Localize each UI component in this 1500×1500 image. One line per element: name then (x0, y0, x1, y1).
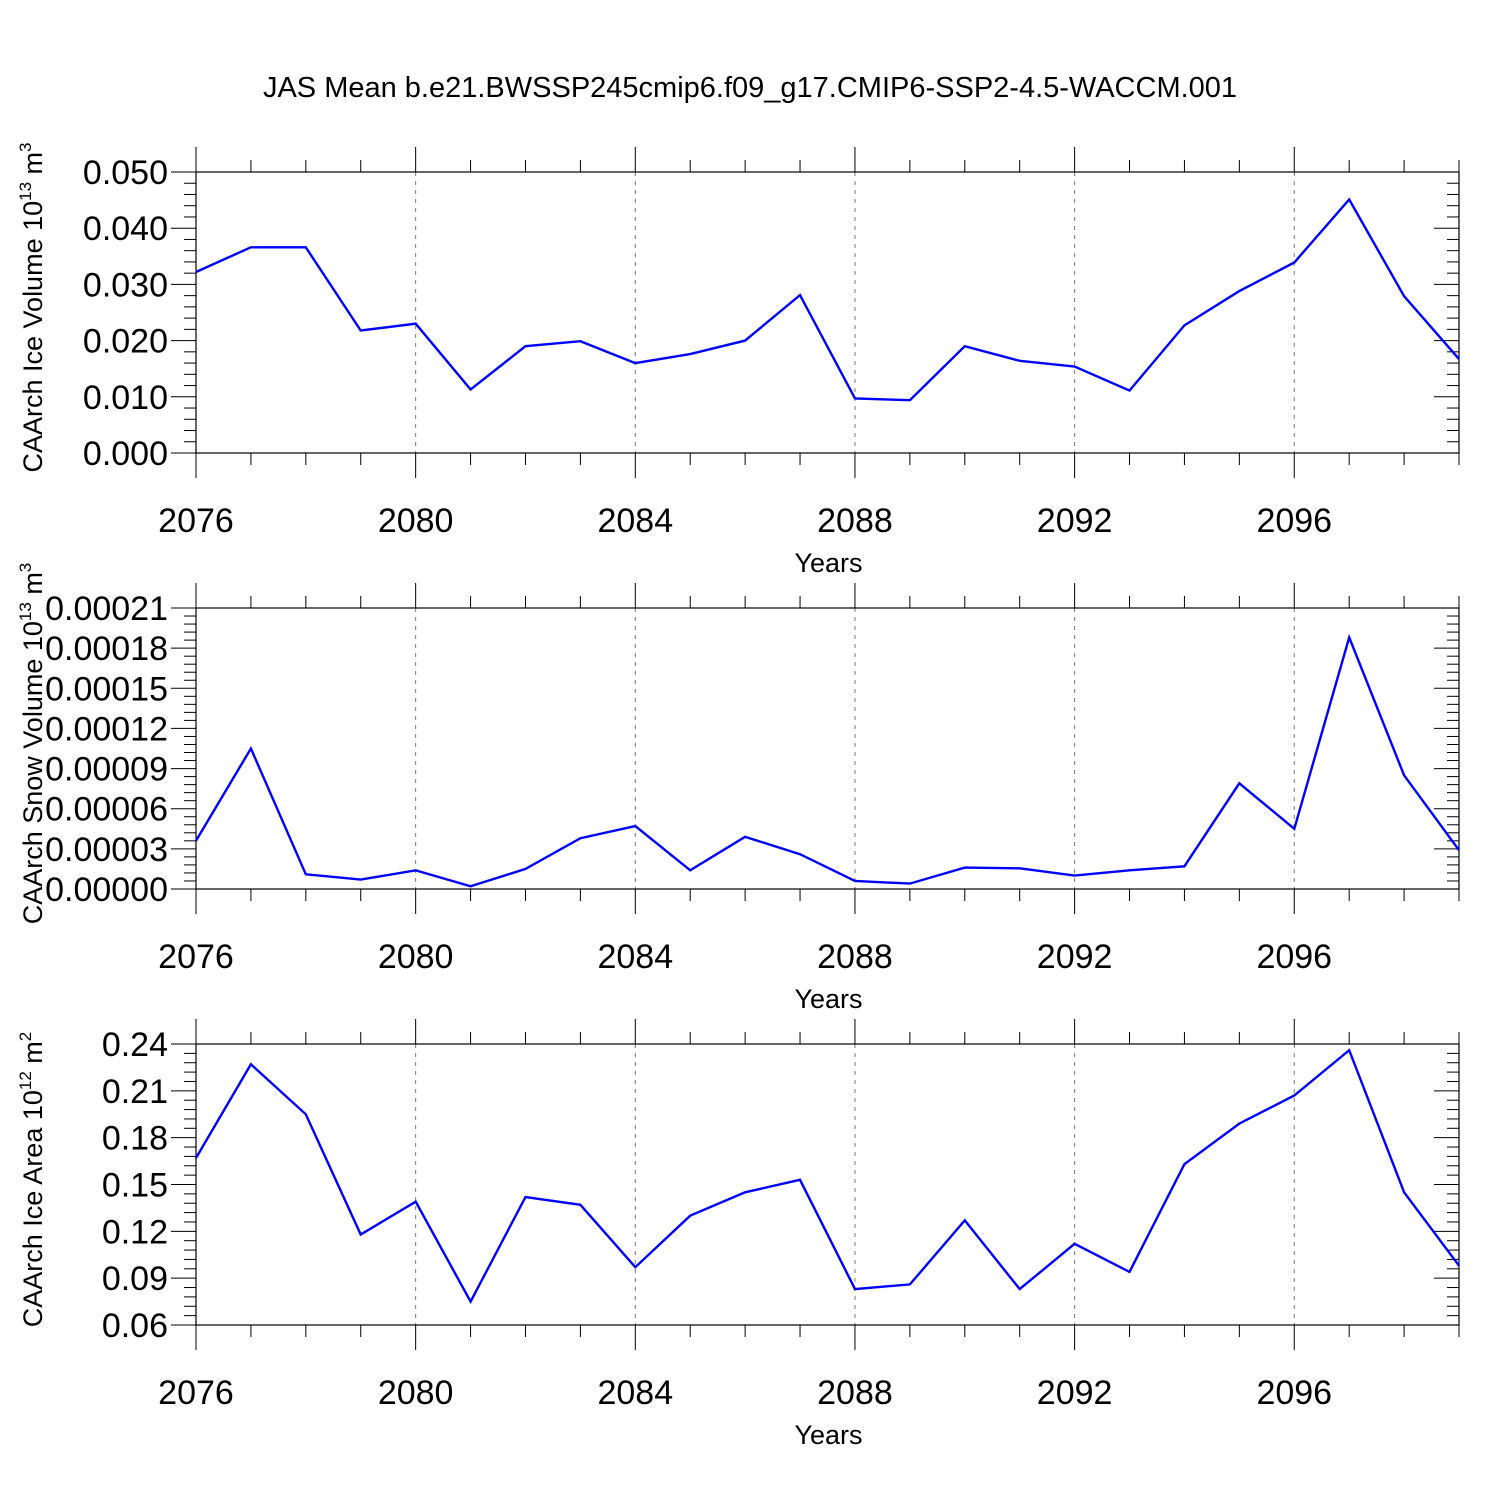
snow-volume-y-tick-label: 0.00021 (45, 590, 168, 628)
snow-volume-frame (195, 607, 1460, 890)
ice-area-series-line (194, 1048, 1460, 1305)
snow-volume-x-tick-label: 2076 (158, 938, 234, 976)
ice-volume-x-tick-label: 2076 (158, 502, 234, 540)
ice-area-x-tick-label: 2084 (597, 1374, 673, 1412)
ice-area-x-tick-label: 2092 (1037, 1374, 1113, 1412)
snow-volume-y-tick-label: 0.00000 (45, 871, 168, 909)
ice-area-y-tick-label: 0.09 (102, 1260, 168, 1298)
ice-volume-y-tick-label: 0.030 (83, 266, 168, 304)
ice-volume-x-tick-label: 2080 (378, 502, 454, 540)
ice-volume-frame (195, 171, 1460, 454)
ice-volume-x-tick-label: 2092 (1037, 502, 1113, 540)
snow-volume-panel: 0.000000.000030.000060.000090.000120.000… (16, 563, 1460, 1014)
ice-area-y-tick-label: 0.18 (102, 1120, 168, 1158)
snow-volume-y-tick-label: 0.00006 (45, 791, 168, 829)
snow-volume-x-tick-label: 2080 (378, 938, 454, 976)
snow-volume-x-tick-label: 2084 (597, 938, 673, 976)
snow-volume-x-tick-label: 2088 (817, 938, 893, 976)
ice-volume-x-tick-label: 2088 (817, 502, 893, 540)
ice-area-y-axis-label: CAArch Ice Area 1012 m2 (16, 1032, 48, 1328)
ice-volume-y-tick-label: 0.020 (83, 323, 168, 361)
snow-volume-x-axis-label: Years (794, 984, 862, 1014)
ice-area-x-tick-label: 2088 (817, 1374, 893, 1412)
ice-area-x-tick-label: 2080 (378, 1374, 454, 1412)
snow-volume-y-tick-label: 0.00018 (45, 630, 168, 668)
ice-volume-y-tick-label: 0.010 (83, 379, 168, 417)
ice-area-y-tick-label: 0.12 (102, 1213, 168, 1251)
snow-volume-x-tick-label: 2092 (1037, 938, 1113, 976)
ice-area-y-tick-label: 0.06 (102, 1307, 168, 1345)
ice-area-y-tick-label: 0.15 (102, 1167, 168, 1205)
ice-area-x-axis-label: Years (794, 1420, 862, 1450)
snow-volume-y-tick-label: 0.00012 (45, 710, 168, 748)
ice-volume-y-tick-label: 0.040 (83, 210, 168, 248)
ice-volume-x-axis-label: Years (794, 548, 862, 578)
page-title: JAS Mean b.e21.BWSSP245cmip6.f09_g17.CMI… (262, 72, 1238, 104)
snow-volume-series-line (194, 633, 1460, 888)
snow-volume-y-tick-label: 0.00003 (45, 831, 168, 869)
ice-area-panel: 0.06 0.09 0.12 0.15 0.18 0.21 0.24 2076 2080 2084… (16, 1019, 1460, 1450)
snow-volume-y-tick-label: 0.00015 (45, 670, 168, 708)
ice-area-y-tick-label: 0.21 (102, 1073, 168, 1111)
snow-volume-y-tick-label: 0.00009 (45, 751, 168, 789)
ice-area-frame (195, 1043, 1460, 1326)
ice-volume-x-tick-label: 2084 (597, 502, 673, 540)
ice-area-y-tick-label: 0.24 (102, 1026, 168, 1064)
ice-volume-x-tick-label: 2096 (1256, 502, 1332, 540)
ice-volume-panel: 0.000 0.010 0.020 0.030 0.040 0.050 2076 2080 20… (16, 142, 1460, 578)
snow-volume-y-axis-label: CAArch Snow Volume 1013 m3 (16, 563, 48, 925)
ice-volume-y-tick-label: 0.050 (83, 154, 168, 192)
ice-volume-series-line (195, 197, 1460, 402)
ice-area-x-tick-label: 2096 (1256, 1374, 1332, 1412)
ice-volume-y-tick-label: 0.000 (83, 435, 168, 473)
ice-volume-y-axis-label: CAArch Ice Volume 1013 m3 (16, 142, 48, 472)
snow-volume-x-tick-label: 2096 (1256, 938, 1332, 976)
ice-area-x-tick-label: 2076 (158, 1374, 234, 1412)
